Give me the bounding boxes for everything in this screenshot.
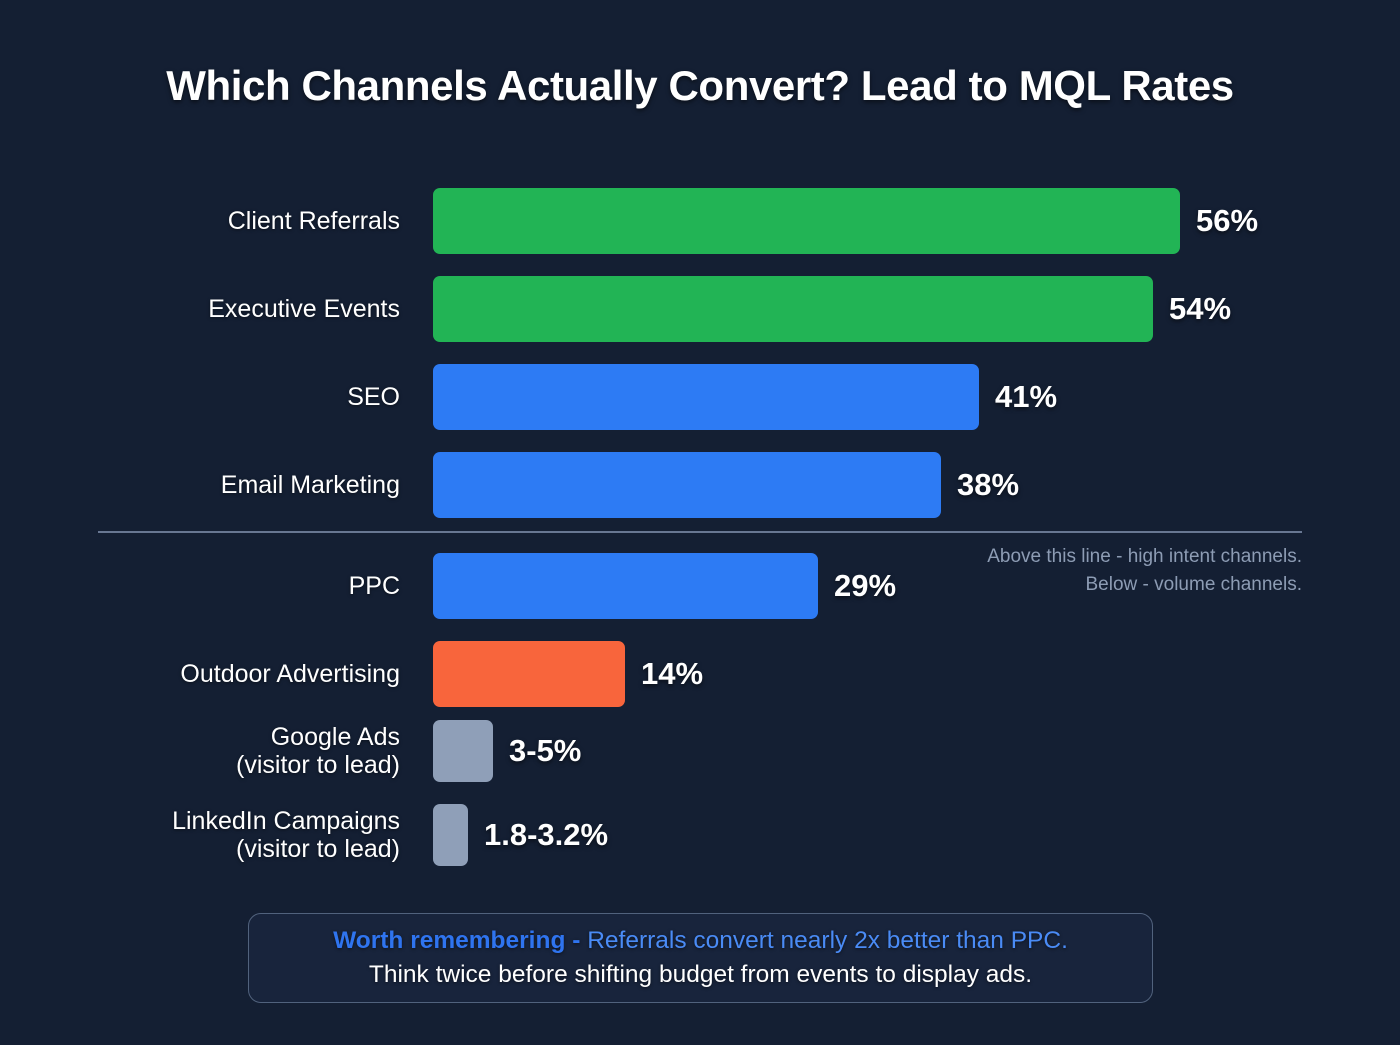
bar-value-label: 14% (641, 656, 704, 691)
bar-chart-plot-area: Client Referrals 56% Executive Events 54% SE… (0, 175, 1400, 875)
bar-row: LinkedIn Campaigns (visitor to lead) 1.8-… (0, 804, 1400, 866)
bar-value-label: 38% (957, 467, 1020, 502)
page-title: Which Channels Actually Convert? Lead to… (166, 62, 1234, 109)
bar-value-label: 41% (995, 379, 1058, 414)
bar-category-label: Client Referrals (227, 207, 400, 235)
bar-category-label: Executive Events (208, 295, 400, 323)
bar-row: PPC 29% (0, 553, 1400, 619)
callout-line-2: Think twice before shifting budget from … (368, 961, 1033, 988)
section-divider-line (98, 531, 1302, 533)
bar[interactable] (433, 188, 1180, 254)
bar-value-label: 29% (834, 568, 897, 603)
bar-value-label: 54% (1169, 291, 1232, 326)
bar-category-label: LinkedIn Campaigns (visitor to lead) (172, 807, 400, 863)
bar-category-label: Google Ads (visitor to lead) (236, 723, 400, 779)
bar-row: SEO 41% (0, 364, 1400, 430)
bar[interactable] (433, 364, 979, 430)
divider-annotation: Above this line - high intent channels. … (987, 546, 1302, 595)
callout-rest-text: Referrals convert nearly 2x better than … (580, 927, 1068, 954)
bar-value-label: 1.8-3.2% (484, 817, 609, 852)
bar-category-label: PPC (348, 572, 400, 600)
bar[interactable] (433, 553, 818, 619)
bar[interactable] (433, 804, 468, 866)
bar[interactable] (433, 720, 493, 782)
bar-category-label: Outdoor Advertising (180, 660, 400, 688)
bar[interactable] (433, 276, 1153, 342)
bar[interactable] (433, 641, 625, 707)
bar-category-label: Email Marketing (220, 471, 400, 499)
bar[interactable] (433, 452, 941, 518)
bar-row: Google Ads (visitor to lead) 3-5% (0, 720, 1400, 782)
bar-category-label: SEO (347, 383, 400, 411)
bar-row: Executive Events 54% (0, 276, 1400, 342)
bar-row: Email Marketing 38% (0, 452, 1400, 518)
callout-line-1: Worth remembering - Referrals convert ne… (333, 927, 1068, 955)
takeaway-callout: Worth remembering - Referrals convert ne… (248, 913, 1153, 1003)
bar-row: Client Referrals 56% (0, 188, 1400, 254)
bar-value-label: 3-5% (509, 733, 582, 768)
callout-lead-text: Worth remembering - (333, 927, 581, 954)
bar-row: Outdoor Advertising 14% (0, 641, 1400, 707)
bar-value-label: 56% (1196, 203, 1259, 238)
